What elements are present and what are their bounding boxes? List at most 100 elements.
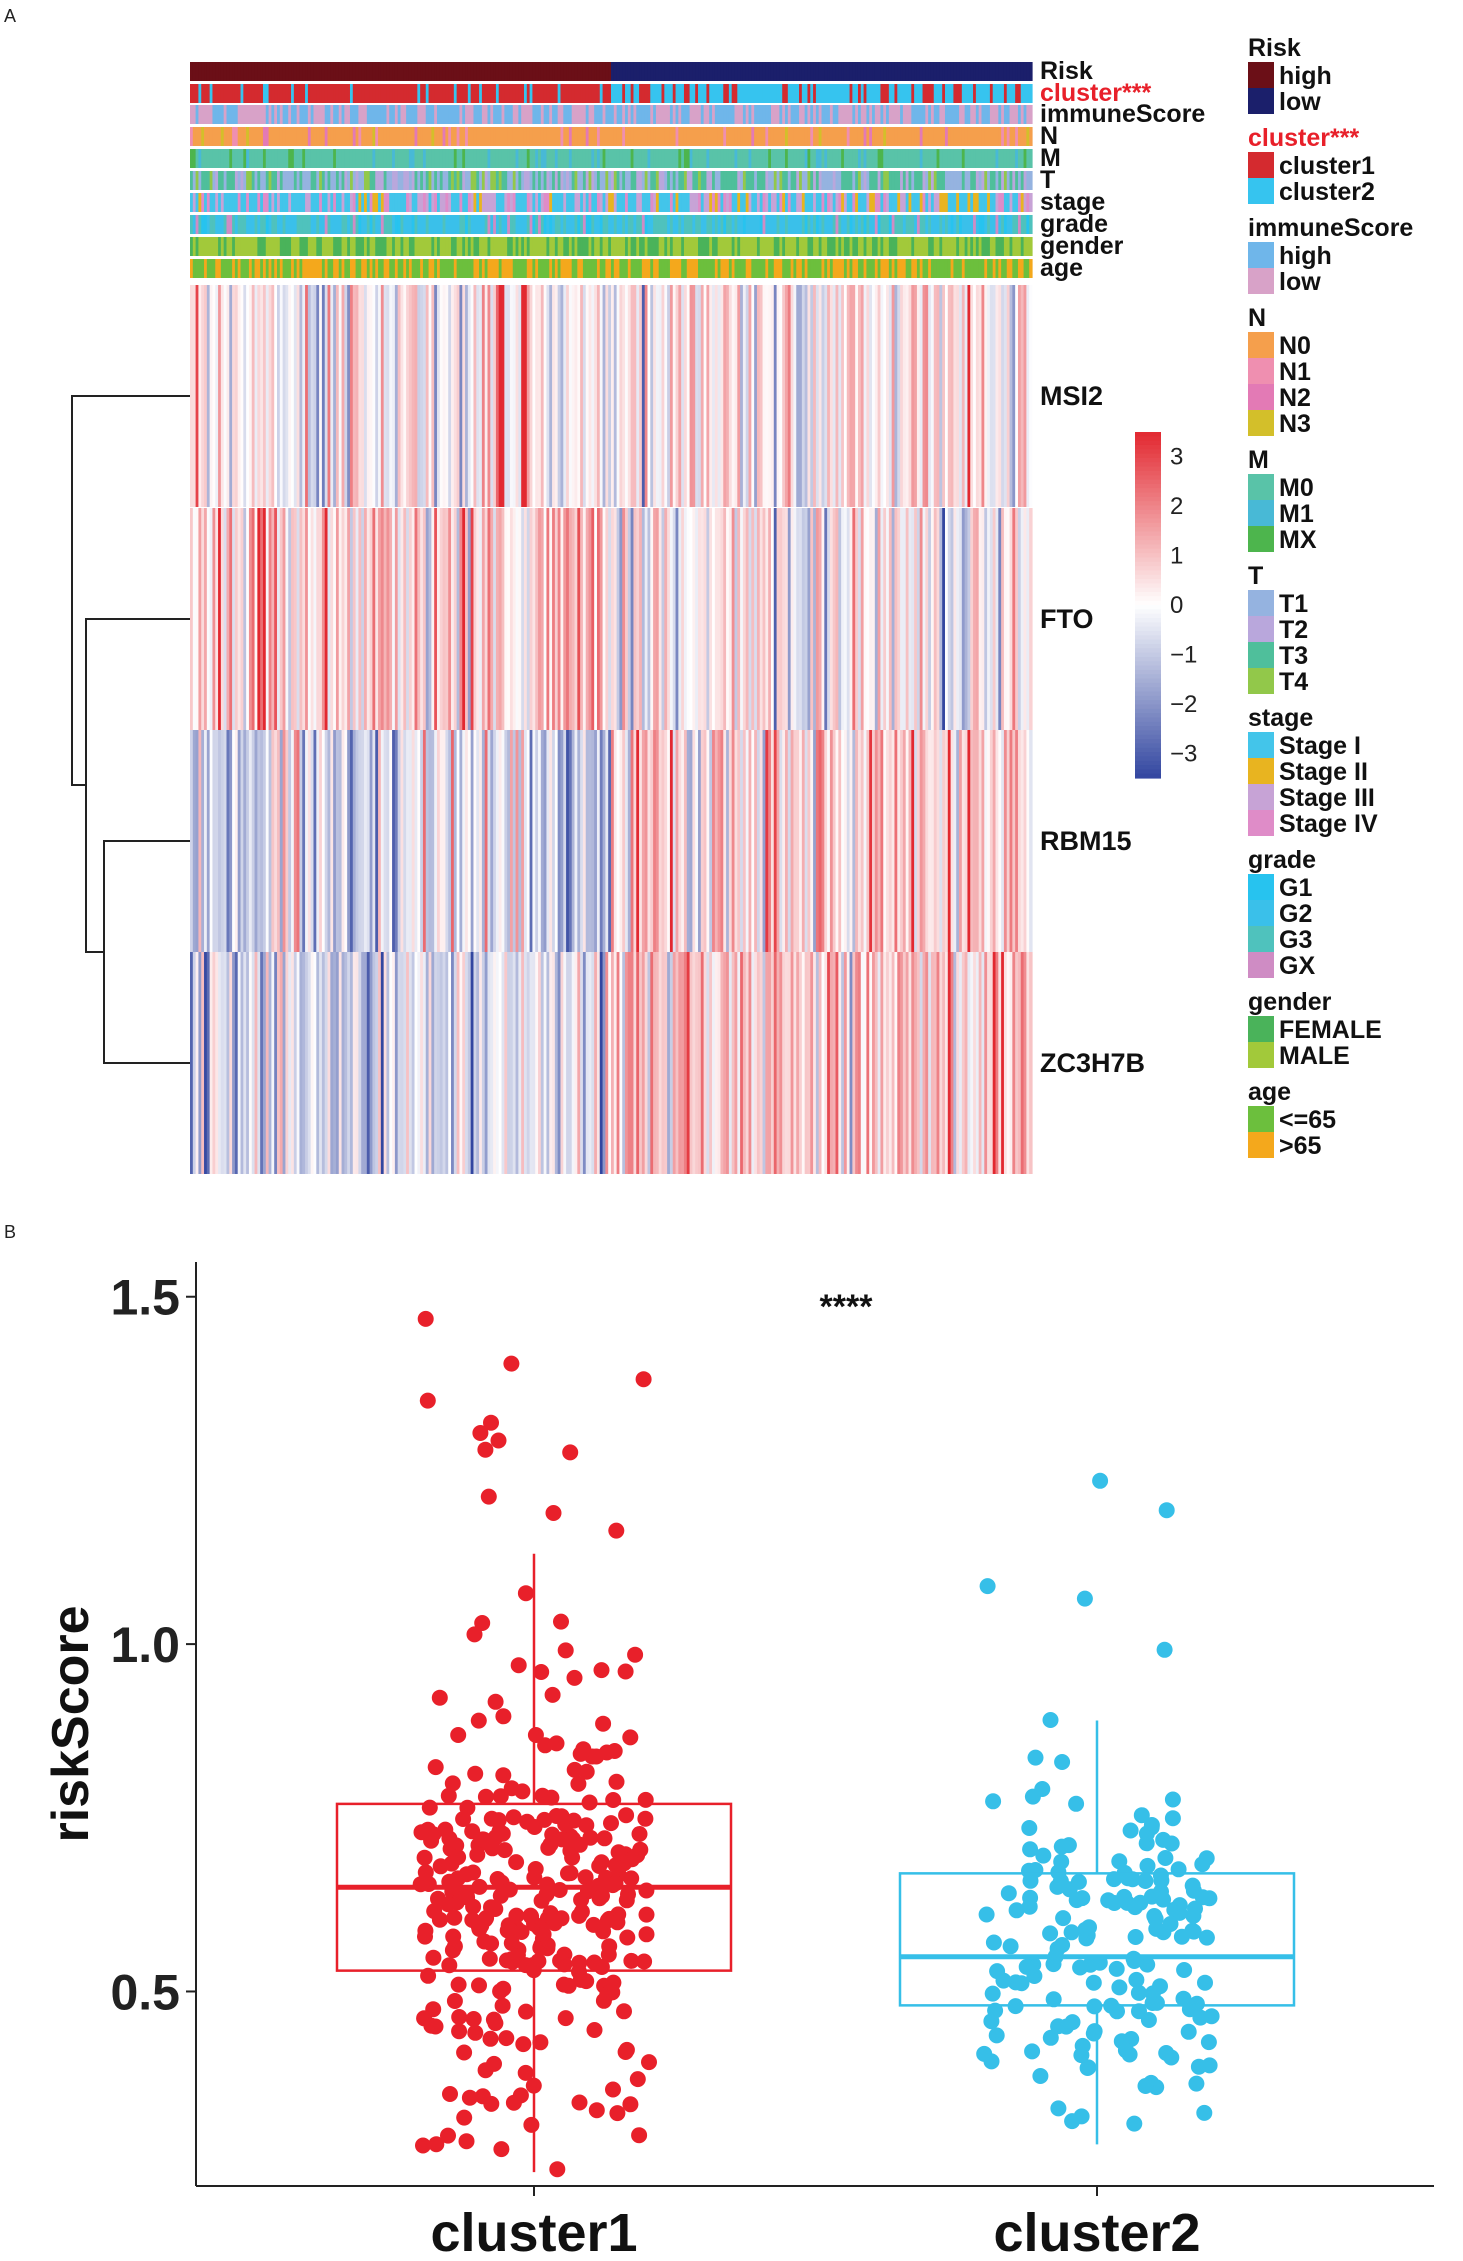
track-cell	[900, 149, 904, 168]
track-cell	[672, 193, 677, 212]
heatmap-cell	[613, 952, 618, 1174]
track-cell	[274, 171, 278, 190]
heatmap-cell	[667, 952, 671, 1174]
track-cell	[973, 84, 977, 103]
heatmap-cell	[1001, 952, 1005, 1174]
track-cell	[698, 84, 702, 103]
heatmap-cell	[824, 508, 828, 730]
track-cell	[998, 84, 1002, 103]
track-cell	[540, 193, 545, 212]
track-cell	[852, 149, 856, 168]
track-cell	[574, 215, 578, 234]
track-cell	[611, 259, 615, 278]
track-cell	[726, 259, 730, 278]
data-point	[635, 1371, 652, 1388]
track-cell	[678, 149, 682, 168]
track-cell	[639, 105, 643, 124]
track-cell	[487, 105, 491, 124]
track-cell	[310, 127, 315, 146]
data-point	[496, 1842, 513, 1859]
track-cell	[841, 62, 845, 81]
heatmap-cell	[914, 285, 918, 507]
track-cell	[515, 215, 519, 234]
data-point	[641, 2054, 657, 2071]
heatmap-cell	[1009, 952, 1013, 1174]
heatmap-cell	[251, 730, 256, 952]
heatmap-cell	[473, 285, 477, 507]
track-cell	[540, 171, 545, 190]
track-cell	[869, 171, 873, 190]
track-cell	[959, 171, 963, 190]
heatmap-cell	[279, 508, 284, 730]
track-cell	[588, 259, 592, 278]
legend-title: gender	[1248, 988, 1332, 1016]
track-cell	[787, 171, 792, 190]
heatmap-cell	[425, 952, 430, 1174]
heatmap-cell	[928, 285, 932, 507]
track-cell	[829, 149, 834, 168]
track-cell	[400, 237, 404, 256]
data-point	[1082, 1956, 1099, 1973]
track-cell	[271, 105, 275, 124]
track-cell	[588, 237, 592, 256]
track-cell	[863, 127, 868, 146]
track-cell	[299, 237, 303, 256]
track-cell	[956, 215, 960, 234]
track-cell	[529, 62, 534, 81]
track-cell	[1001, 149, 1005, 168]
colorbar-tick-label: 2	[1170, 493, 1183, 520]
track-cell	[585, 237, 590, 256]
track-cell	[779, 237, 783, 256]
track-cell	[277, 259, 281, 278]
heatmap-cell	[366, 285, 371, 507]
heatmap-cell	[190, 952, 194, 1174]
track-cell	[554, 215, 559, 234]
data-point	[458, 1886, 475, 1903]
track-cell	[973, 237, 977, 256]
heatmap-cell	[765, 952, 769, 1174]
track-cell	[493, 149, 497, 168]
track-cell	[369, 171, 374, 190]
track-cell	[754, 259, 758, 278]
heatmap-cell	[1015, 508, 1019, 730]
track-cell	[192, 193, 197, 212]
track-cell	[364, 215, 368, 234]
track-cell	[453, 237, 458, 256]
heatmap-cell	[785, 952, 789, 1174]
track-cell	[902, 84, 907, 103]
heatmap-cell	[538, 952, 542, 1174]
data-point	[1197, 1974, 1213, 1991]
heatmap-cell	[863, 508, 868, 730]
heatmap-cell	[375, 730, 379, 952]
heatmap-cell	[190, 508, 194, 730]
track-cell	[843, 62, 848, 81]
heatmap-cell	[874, 730, 879, 952]
track-cell	[445, 215, 449, 234]
track-cell	[512, 105, 517, 124]
track-cell	[333, 237, 337, 256]
track-cell	[557, 215, 562, 234]
track-cell	[1029, 215, 1033, 234]
colorbar-segment	[1135, 579, 1161, 584]
track-cell	[296, 215, 301, 234]
track-cell	[939, 149, 943, 168]
track-cell	[484, 259, 489, 278]
track-cell	[706, 127, 710, 146]
track-cell	[1023, 171, 1027, 190]
track-cell	[602, 215, 606, 234]
heatmap-cell	[313, 952, 317, 1174]
track-cell	[201, 193, 205, 212]
data-point	[532, 2034, 549, 2051]
track-cell	[776, 215, 780, 234]
heatmap-cell	[498, 508, 503, 730]
heatmap-cell	[689, 730, 693, 952]
track-cell	[361, 62, 365, 81]
heatmap-cell	[970, 285, 974, 507]
track-cell	[571, 127, 576, 146]
heatmap-cell	[908, 285, 912, 507]
heatmap-cell	[970, 730, 974, 952]
track-cell	[995, 215, 999, 234]
heatmap-cell	[773, 285, 778, 507]
data-point	[483, 1414, 499, 1431]
track-cell	[554, 237, 559, 256]
